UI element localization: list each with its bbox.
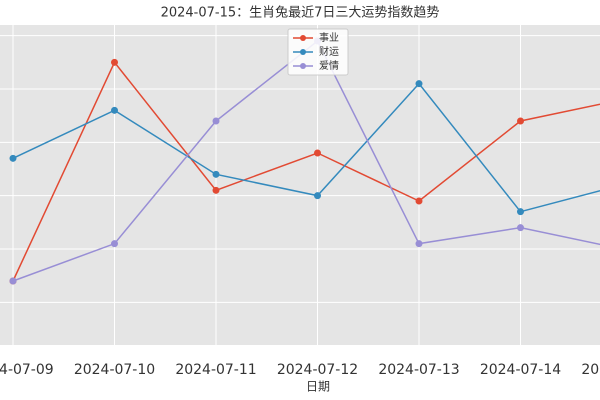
point [314,149,321,157]
point [9,154,17,162]
point [415,197,423,205]
point [9,277,17,285]
x-axis-label: 日期 [306,380,330,394]
point [111,58,118,66]
point [212,170,220,178]
chart-title: 2024-07-15：生肖兔最近7日三大运势指数趋势 [161,5,440,21]
point [314,192,321,200]
point [212,117,220,125]
x-tick-label: 2024-07-11 [175,362,256,378]
legend-marker [300,63,306,69]
point [111,240,118,248]
x-tick-label: 2024-07-14 [480,362,561,378]
x-tick-label: 2024-07-10 [74,362,155,378]
point [517,224,524,232]
x-tick-label: 2024-07-15 [581,362,600,378]
x-tick-label: 2024-07-12 [277,362,358,378]
point [111,106,118,114]
legend-label: 事业 [319,31,339,44]
point [212,186,220,194]
point [517,208,524,216]
x-tick-label: 2024-07-09 [0,362,54,378]
legend-label: 财运 [319,45,339,58]
point [415,80,423,88]
legend-marker [300,49,306,55]
legend-label: 爱情 [319,59,339,72]
x-tick-label: 2024-07-13 [378,362,459,378]
legend-marker [300,35,306,41]
point [415,240,423,248]
point [517,117,524,125]
